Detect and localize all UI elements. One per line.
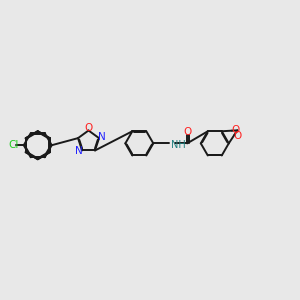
Text: O: O	[184, 127, 192, 137]
Text: O: O	[231, 124, 239, 134]
Text: Cl: Cl	[8, 140, 19, 150]
Text: N: N	[98, 132, 106, 142]
Text: N: N	[75, 146, 82, 156]
Text: O: O	[84, 123, 93, 133]
Text: NH: NH	[171, 140, 186, 150]
Text: O: O	[234, 131, 242, 141]
